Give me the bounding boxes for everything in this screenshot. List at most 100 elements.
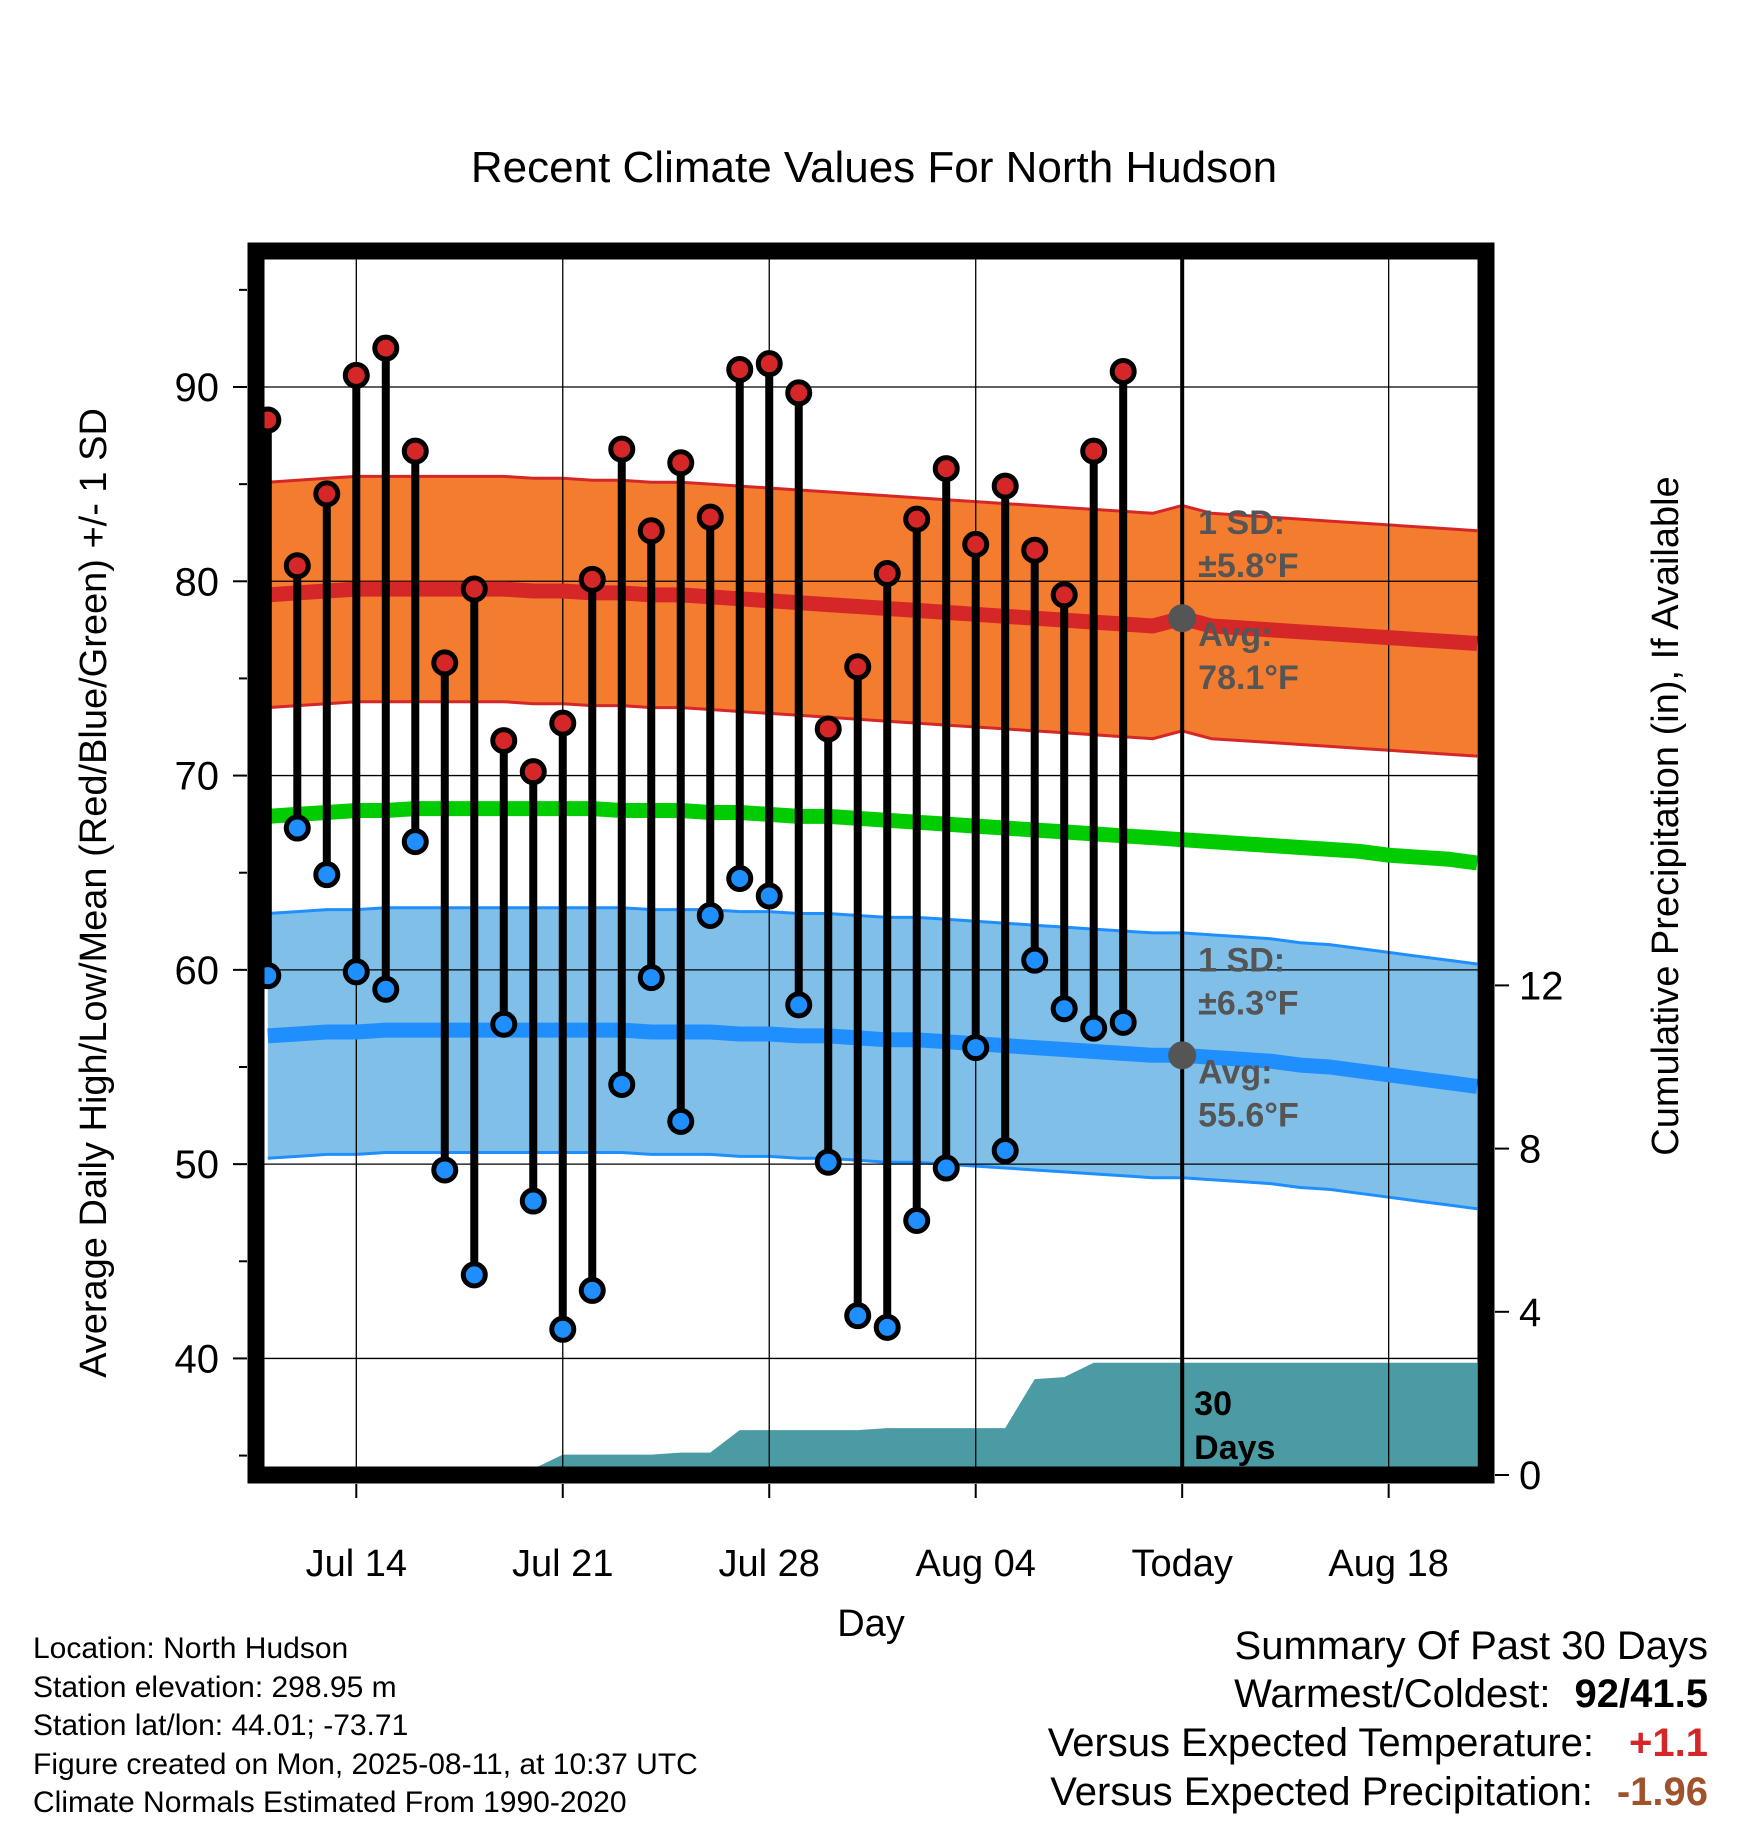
low-point [991, 1137, 1019, 1165]
normal-bands [267, 474, 1478, 1211]
axes: 40 50 60 70 80 90 0 4 8 12 Jul 14 Jul 21 Jul 28 Aug 0… [73, 288, 1687, 1645]
high-point [460, 575, 488, 603]
low-avg-value: 55.6°F [1198, 1096, 1299, 1134]
high-point [401, 437, 429, 465]
high-point [785, 379, 813, 407]
low-point [667, 1107, 695, 1135]
low-point [313, 861, 341, 889]
low-point [460, 1261, 488, 1289]
high-point [342, 361, 370, 389]
high-point [519, 758, 547, 786]
low-point [696, 901, 724, 929]
coldest-value: 41.5 [1630, 1672, 1708, 1716]
summary-panel: Summary Of Past 30 Days Warmest/Coldest:… [808, 1622, 1708, 1817]
low-sd-label: 1 SD: [1198, 941, 1285, 979]
x-axis-title: Day [837, 1603, 905, 1645]
precip-days-number: 30 [1194, 1385, 1232, 1423]
high-sd-label: 1 SD: [1198, 504, 1285, 542]
low-point [1109, 1008, 1137, 1036]
x-tick-label: Aug 04 [915, 1543, 1035, 1585]
normal-low-line [267, 1022, 1479, 1094]
normal-mean-line [267, 801, 1479, 871]
plot-border [247, 242, 1495, 1484]
high-point [637, 517, 665, 545]
high-point [932, 455, 960, 483]
low-point [1050, 995, 1078, 1023]
y-tick-label: 40 [175, 1337, 220, 1381]
high-avg-value: 78.1°F [1198, 659, 1299, 697]
low-sd-band-lower-edge [267, 1151, 1478, 1211]
high-sd-band-lower-edge [267, 700, 1478, 758]
low-point [814, 1148, 842, 1176]
warmest-value: 92 [1574, 1672, 1620, 1716]
y2-tick-label: 12 [1519, 964, 1564, 1008]
low-point [431, 1156, 459, 1184]
temp-departure-label: Versus Expected Temperature: [1047, 1721, 1594, 1765]
daily-points [254, 334, 1137, 1343]
low-avg-label: Avg: [1198, 1053, 1272, 1091]
y-tick-label: 70 [175, 755, 220, 799]
low-point [608, 1070, 636, 1098]
precip-days-label: Days [1194, 1429, 1275, 1467]
high-point [490, 727, 518, 755]
high-point [814, 715, 842, 743]
warmest-coldest-label: Warmest/Coldest: [1234, 1672, 1551, 1716]
high-point [991, 472, 1019, 500]
annotations: 1 SD: ±5.8°F Avg: 78.1°F 1 SD: ±6.3°F Avg: 55.6… [1168, 504, 1299, 1467]
y-tick-label: 80 [175, 560, 220, 604]
precip-departure-row: Versus Expected Precipitation: -1.96 [808, 1768, 1708, 1817]
temp-departure-row: Versus Expected Temperature: +1.1 [808, 1719, 1708, 1768]
y2-tick-label: 4 [1519, 1291, 1541, 1335]
plot-frame [247, 242, 1495, 1484]
high-point [755, 350, 783, 378]
low-point [726, 865, 754, 893]
high-avg-label: Avg: [1198, 616, 1272, 654]
high-point [431, 649, 459, 677]
high-point [578, 565, 606, 593]
low-point [401, 828, 429, 856]
high-point [1109, 357, 1137, 385]
high-point [1050, 581, 1078, 609]
station-info: Location: North Hudson Station elevation… [33, 1630, 698, 1823]
y2-axis-title: Cumulative Precipitation (in), If Availa… [1645, 476, 1687, 1155]
high-point [608, 435, 636, 463]
low-point [283, 814, 311, 842]
low-sd-band [267, 907, 1478, 1209]
high-point [726, 356, 754, 384]
low-point [962, 1034, 990, 1062]
low-point [1080, 1014, 1108, 1042]
high-point [1080, 437, 1108, 465]
created-text: Figure created on Mon, 2025-08-11, at 10… [33, 1747, 698, 1781]
elevation-text: Station elevation: 298.95 m [33, 1670, 397, 1704]
y-tick-label: 60 [175, 949, 220, 993]
temp-departure-value: +1.1 [1629, 1721, 1708, 1765]
high-sd-band [267, 476, 1478, 757]
high-point [667, 449, 695, 477]
y-tick-label: 50 [175, 1143, 220, 1187]
low-point [637, 964, 665, 992]
today-low-normal-marker [1168, 1041, 1197, 1070]
low-point [519, 1187, 547, 1215]
y-axis-title: Average Daily High/Low/Mean (Red/Blue/Gr… [73, 408, 115, 1378]
low-point [1021, 946, 1049, 974]
x-tick-label: Today [1131, 1543, 1232, 1585]
precip-departure-label: Versus Expected Precipitation: [1050, 1770, 1593, 1814]
today-high-normal-marker [1168, 604, 1197, 633]
low-sd-band-upper-edge [267, 906, 1478, 966]
y-tick-label: 90 [175, 366, 220, 410]
latlon-text: Station lat/lon: 44.01; -73.71 [33, 1709, 409, 1742]
x-tick-label: Jul 28 [719, 1543, 820, 1585]
location-text: Location: North Hudson [33, 1632, 349, 1665]
high-point [1021, 536, 1049, 564]
high-point [696, 503, 724, 531]
low-point [844, 1302, 872, 1330]
low-point [372, 975, 400, 1003]
daily-range-bars [263, 348, 1128, 1330]
low-point [490, 1010, 518, 1038]
y2-tick-label: 8 [1519, 1128, 1541, 1172]
high-point [372, 334, 400, 362]
precip-area-fill [267, 1362, 1478, 1475]
high-point [873, 560, 901, 588]
low-point [755, 882, 783, 910]
